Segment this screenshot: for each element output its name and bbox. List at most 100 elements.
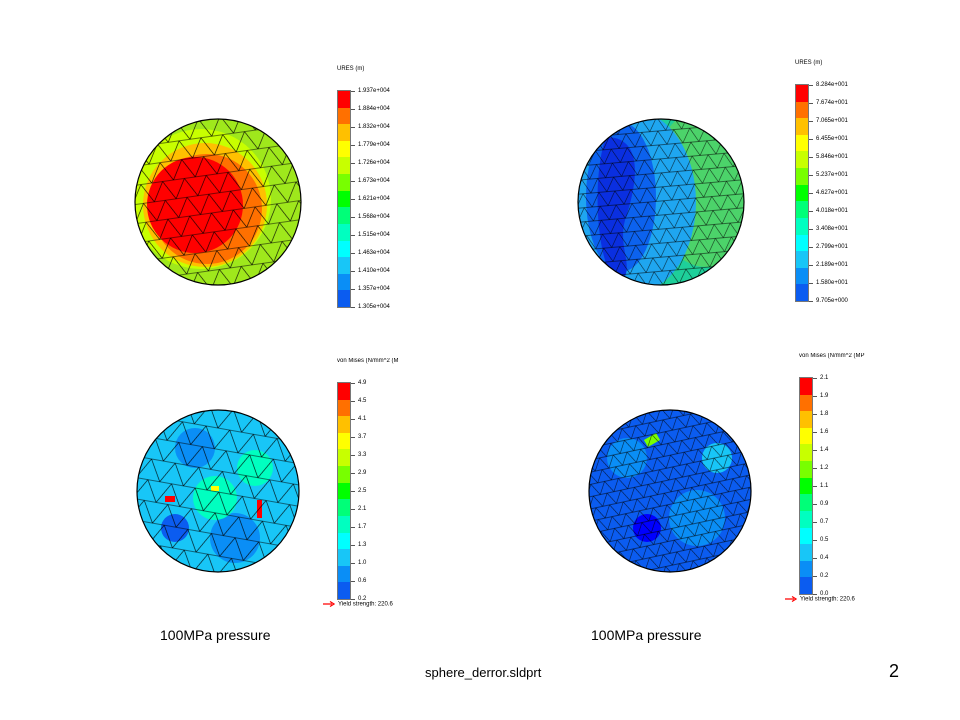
legend-value-label: 1.463e+004 [358, 250, 390, 256]
legend-tick [351, 455, 355, 456]
legend-value-label: 0.7 [820, 519, 829, 525]
legend-value-label: 5.237e+001 [816, 172, 848, 178]
color-scale-swatch [796, 168, 808, 186]
legend-tick [351, 307, 355, 308]
color-scale-swatch [800, 477, 812, 495]
legend-tick [351, 235, 355, 236]
color-scale-swatch [796, 267, 808, 285]
legend-tick [351, 271, 355, 272]
color-scale-bar [799, 377, 813, 595]
legend-value-label: 0.2 [358, 596, 367, 602]
legend-tick [809, 301, 813, 302]
legend-title: von Mises (N/mm^2 (M [337, 358, 399, 364]
color-scale-bar [795, 84, 809, 302]
color-scale-swatch [800, 527, 812, 545]
legend-tick [809, 157, 813, 158]
legend-tick [809, 229, 813, 230]
legend-tick [813, 540, 817, 541]
legend-value-label: 1.568e+004 [358, 214, 390, 220]
legend-value-label: 1.621e+004 [358, 196, 390, 202]
legend-value-label: 4.627e+001 [816, 190, 848, 196]
legend-tick [813, 396, 817, 397]
legend-value-label: 0.5 [820, 537, 829, 543]
color-scale-swatch [338, 273, 350, 291]
legend-tick [813, 504, 817, 505]
color-scale-swatch [338, 432, 350, 450]
legend-tick [813, 378, 817, 379]
color-scale-swatch [800, 544, 812, 562]
legend-value-label: 4.5 [358, 398, 367, 404]
legend-value-label: 2.189e+001 [816, 262, 848, 268]
caption-left: 100MPa pressure [160, 627, 271, 643]
legend-value-label: 1.410e+004 [358, 268, 390, 274]
legend-tick [351, 253, 355, 254]
caption-right: 100MPa pressure [591, 627, 702, 643]
color-scale-swatch [338, 549, 350, 567]
legend-tick [809, 121, 813, 122]
color-scale-swatch [338, 290, 350, 308]
legend-value-label: 1.937e+004 [358, 88, 390, 94]
legend-tick [813, 576, 817, 577]
legend-value-label: 1.832e+004 [358, 124, 390, 130]
color-scale-swatch [338, 399, 350, 417]
ures-sphere-right [577, 118, 745, 286]
legend-value-label: 2.9 [358, 470, 367, 476]
legend-tick [809, 103, 813, 104]
color-scale-swatch [796, 184, 808, 202]
legend-tick [809, 283, 813, 284]
vm-legend-left: von Mises (N/mm^2 (M Yield strength: 220… [323, 358, 427, 613]
legend-value-label: 3.3 [358, 452, 367, 458]
color-scale-swatch [338, 107, 350, 125]
legend-tick [809, 211, 813, 212]
color-scale-swatch [800, 394, 812, 412]
color-scale-bar [337, 382, 351, 600]
color-scale-swatch [800, 577, 812, 595]
slide-filename: sphere_derror.sldprt [425, 665, 542, 680]
color-scale-swatch [796, 284, 808, 302]
legend-tick [809, 85, 813, 86]
legend-tick [809, 175, 813, 176]
color-scale-swatch [338, 532, 350, 550]
color-scale-swatch [338, 190, 350, 208]
color-scale-swatch [796, 217, 808, 236]
ures-legend-right: URES (m) 8.284e+001 7.674e+001 7.065e+001 6… [795, 60, 885, 310]
legend-tick [351, 127, 355, 128]
color-scale-swatch [338, 91, 350, 109]
legend-value-label: 3.7 [358, 434, 367, 440]
legend-tick [351, 91, 355, 92]
legend-value-label: 1.673e+004 [358, 178, 390, 184]
legend-value-label: 7.674e+001 [816, 100, 848, 106]
legend-value-label: 1.1 [820, 483, 829, 489]
color-scale-swatch [338, 466, 350, 484]
color-scale-swatch [800, 427, 812, 445]
color-scale-swatch [338, 482, 350, 500]
legend-tick [813, 486, 817, 487]
color-scale-swatch [796, 118, 808, 136]
legend-tick [351, 145, 355, 146]
color-scale-swatch [800, 510, 812, 529]
color-scale-swatch [800, 378, 812, 396]
color-scale-swatch [800, 461, 812, 479]
legend-title: von Mises (N/mm^2 (MP [799, 353, 865, 359]
vm-sphere-left [136, 409, 300, 573]
yield-strength-label: Yield strength: 220.6 [800, 596, 855, 603]
legend-tick [351, 581, 355, 582]
legend-value-label: 1.779e+004 [358, 142, 390, 148]
legend-tick [813, 558, 817, 559]
legend-tick [809, 193, 813, 194]
legend-value-label: 0.0 [820, 591, 829, 597]
color-scale-swatch [338, 157, 350, 175]
legend-value-label: 0.9 [820, 501, 829, 507]
legend-value-label: 1.726e+004 [358, 160, 390, 166]
color-scale-swatch [338, 240, 350, 258]
vm-sphere-right [588, 409, 752, 573]
legend-value-label: 1.9 [820, 393, 829, 399]
legend-value-label: 2.1 [820, 375, 829, 381]
legend-value-label: 6.455e+001 [816, 136, 848, 142]
legend-value-label: 0.6 [358, 578, 367, 584]
color-scale-swatch [338, 499, 350, 517]
color-scale-swatch [338, 207, 350, 225]
yield-strength-label: Yield strength: 220.6 [338, 601, 393, 608]
legend-value-label: 4.1 [358, 416, 367, 422]
legend-tick [813, 414, 817, 415]
